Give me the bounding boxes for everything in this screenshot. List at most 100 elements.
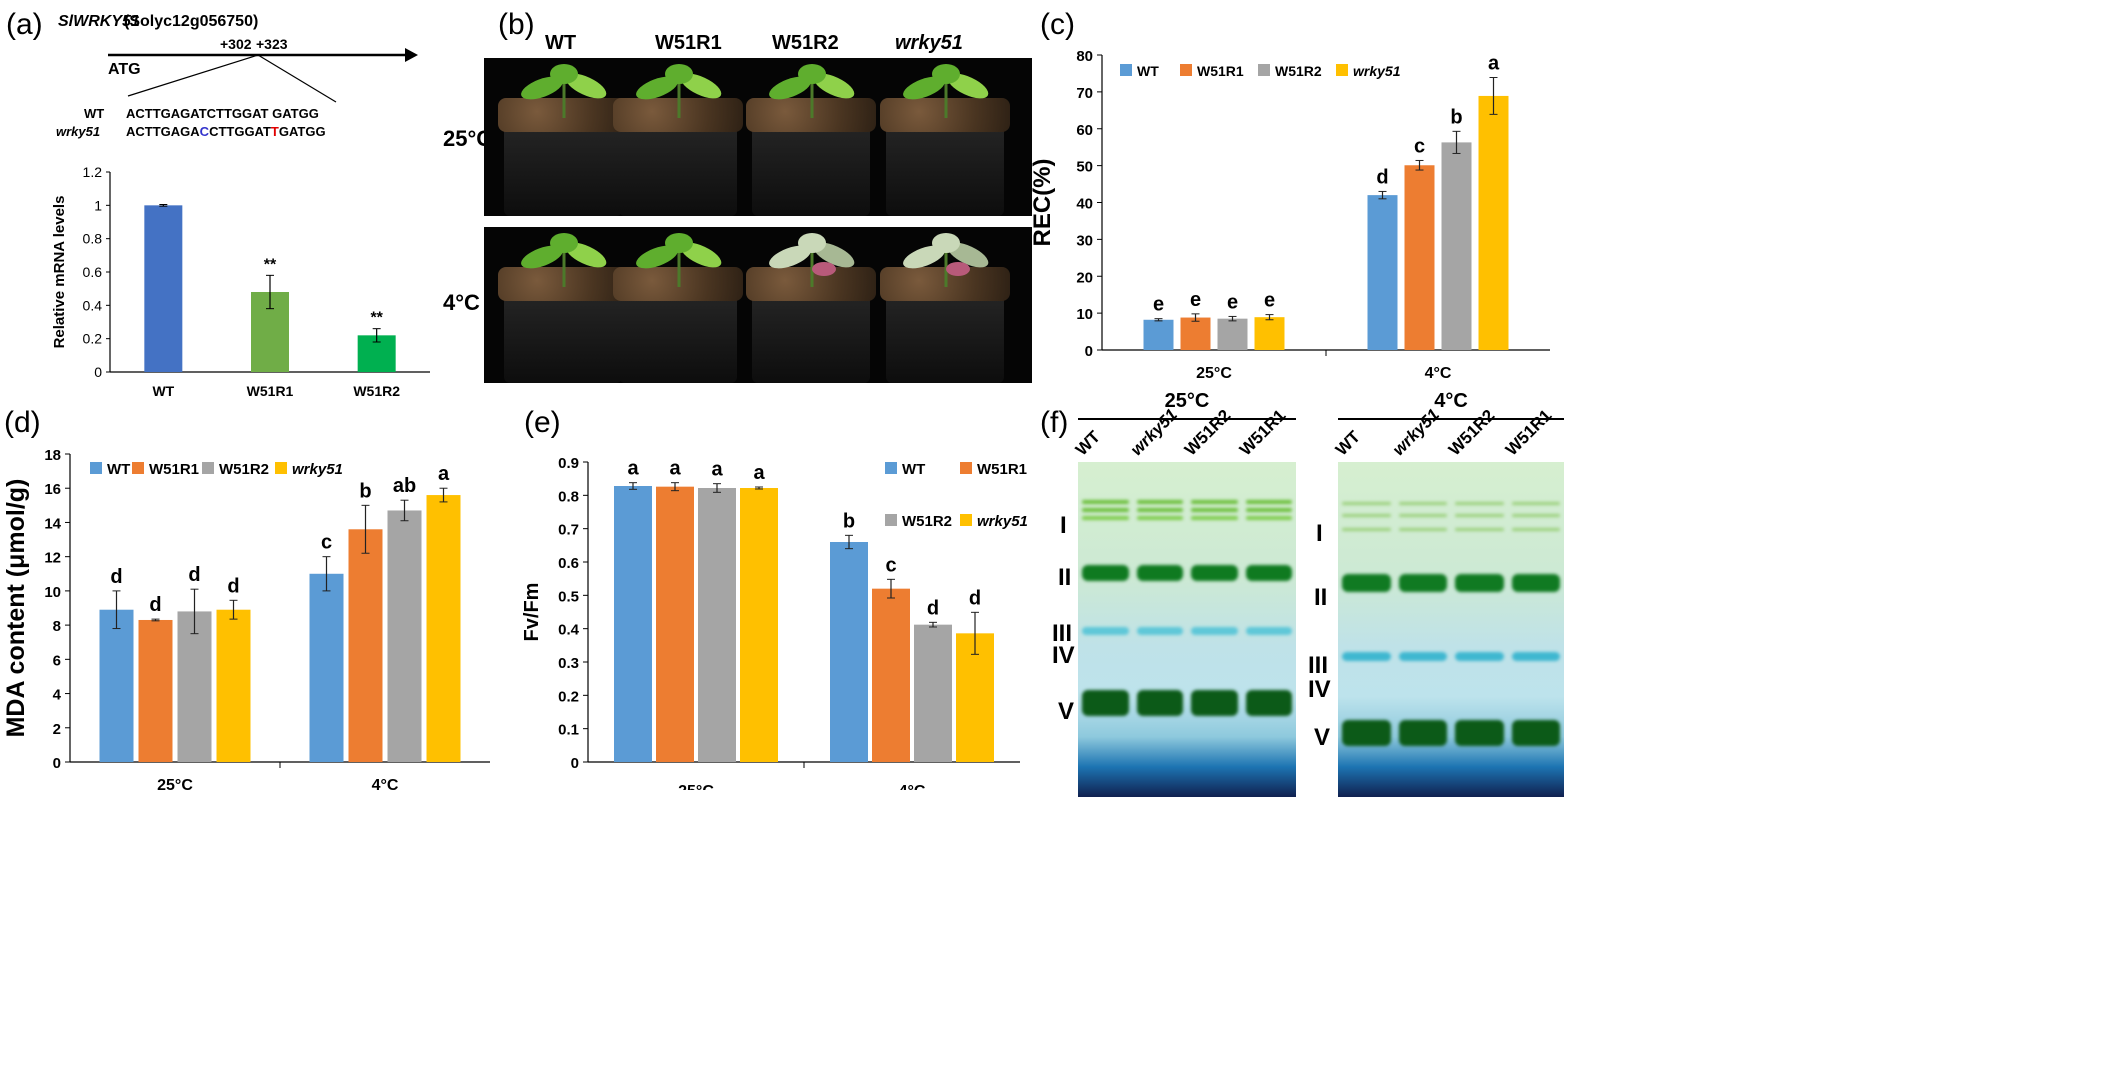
legend-label: W51R1 <box>1197 63 1244 79</box>
y-tick-label: 8 <box>53 618 61 635</box>
seq-wt-label: WT <box>84 106 104 121</box>
bar <box>426 495 461 762</box>
significance-letter: ab <box>393 475 416 497</box>
lane-label: W51R1 <box>1501 405 1555 460</box>
significance-letter: a <box>669 458 681 480</box>
gel-band <box>1342 514 1391 517</box>
y-tick-label: 0.9 <box>558 455 579 472</box>
complex-label: II <box>1058 564 1072 591</box>
legend-label: WT <box>1137 63 1159 79</box>
plant-photo-25c <box>484 58 1032 216</box>
legend-label: WT <box>902 461 925 478</box>
complex-label: II <box>1314 584 1328 611</box>
legend-swatch <box>960 462 972 474</box>
bar <box>177 611 212 762</box>
y-tick-label: 16 <box>44 481 61 498</box>
y-axis-label: MDA content (μmol/g) <box>2 479 30 738</box>
y-tick-label: 0.8 <box>83 231 103 247</box>
panel-e-label: (e) <box>524 406 561 439</box>
y-tick-label: 0.6 <box>558 555 579 572</box>
gel-band <box>1455 502 1504 505</box>
bar <box>216 609 251 762</box>
bn-page-gel <box>1078 462 1296 797</box>
seq-mut: ACTTGAGACCTTGGATTGATGG <box>126 124 326 139</box>
x-tick-label: 4°C <box>899 783 926 790</box>
row-label-25c: 25°C <box>443 126 493 151</box>
gel-band <box>1082 565 1129 581</box>
bar <box>830 542 868 762</box>
gel-band <box>1191 516 1238 520</box>
y-tick-label: 20 <box>1076 269 1093 286</box>
y-tick-label: 2 <box>53 721 61 738</box>
complex-label: IV <box>1308 676 1331 703</box>
significance-letter: d <box>149 594 161 616</box>
gel-band <box>1455 720 1504 746</box>
seedling <box>903 233 989 287</box>
panel-b-label: (b) <box>498 8 535 41</box>
gene-arrow-head <box>405 48 418 62</box>
gel-band <box>1511 514 1560 517</box>
gel-band <box>1455 514 1504 517</box>
y-tick-label: 80 <box>1076 48 1093 65</box>
lane-label: W51R2 <box>1444 405 1499 460</box>
seedling <box>521 233 607 287</box>
significance-label: ** <box>264 256 277 273</box>
seedling <box>636 64 722 118</box>
seedling <box>769 233 855 287</box>
bar <box>348 529 383 762</box>
y-axis-label: REC(%) <box>1030 159 1056 247</box>
pot <box>619 120 737 216</box>
x-tick-label: 4°C <box>1425 365 1452 382</box>
gel-band <box>1342 574 1391 592</box>
gel-band <box>1398 720 1447 746</box>
significance-letter: b <box>359 480 371 502</box>
gel-band <box>1245 690 1292 716</box>
gel-band <box>1136 500 1183 504</box>
y-tick-label: 12 <box>44 550 61 567</box>
bar <box>309 573 344 762</box>
gel-band <box>1245 516 1292 520</box>
gel-band <box>1136 690 1183 716</box>
legend-swatch <box>1120 64 1132 76</box>
position-323: +323 <box>256 36 288 52</box>
position-302: +302 <box>220 36 252 52</box>
y-tick-label: 10 <box>1076 306 1093 323</box>
gel-band <box>1245 627 1292 635</box>
y-tick-label: 14 <box>44 515 61 532</box>
seedling <box>769 64 855 118</box>
y-tick-label: 1 <box>94 197 102 213</box>
y-tick-label: 0.2 <box>83 331 103 347</box>
gel-title-rule <box>1338 418 1564 420</box>
legend-label: W51R1 <box>149 461 199 478</box>
bar <box>144 205 183 372</box>
bar <box>1254 317 1285 350</box>
y-axis-label: Fv/Fm <box>521 583 543 642</box>
bar <box>1478 95 1509 351</box>
legend-swatch <box>1258 64 1270 76</box>
gene-name: SlWRKY51 <box>58 13 140 30</box>
gel-band <box>1191 500 1238 504</box>
gel-band <box>1511 502 1560 505</box>
chart-d-mda: 0 2 4 6 8 10 12 14 16 18 MDA content (μmol/g) 25°C d… <box>2 447 490 790</box>
gel-band <box>1245 500 1292 504</box>
significance-letter: b <box>1450 106 1462 128</box>
legend-label: W51R1 <box>977 461 1027 478</box>
gel-title: 25°C <box>1164 390 1210 412</box>
zoom-line-left <box>127 54 259 97</box>
legend-swatch <box>885 462 897 474</box>
legend-label: W51R2 <box>219 461 269 478</box>
panel-f-label: (f) <box>1040 406 1069 439</box>
seedling <box>521 64 607 118</box>
gel-band <box>1398 502 1447 505</box>
y-tick-label: 0 <box>53 755 61 772</box>
seq-wt: ACTTGAGATCTTGGAT GATGG <box>126 106 319 121</box>
gel-band <box>1511 720 1560 746</box>
pot <box>619 289 737 383</box>
row-label-4c: 4°C <box>443 290 480 315</box>
chart-a-mrna-levels: 0 0.2 0.4 0.6 0.8 1 1.2 Relative mRNA levels WT *… <box>51 164 430 399</box>
x-tick-label: 25°C <box>157 777 193 790</box>
pot <box>752 120 870 216</box>
x-tick-label: WT <box>152 383 174 399</box>
bar <box>698 488 736 762</box>
significance-letter: a <box>627 458 639 480</box>
